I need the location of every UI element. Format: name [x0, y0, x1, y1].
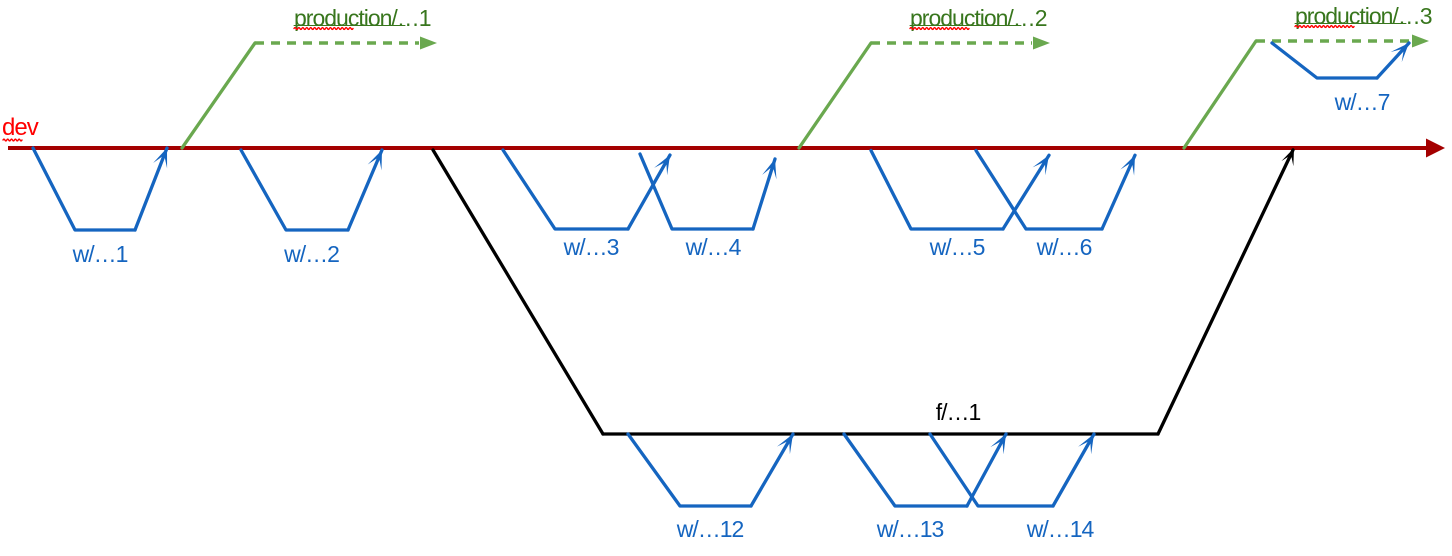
svg-text:w/…14: w/…14 — [1026, 516, 1095, 542]
svg-text:w/…6: w/…6 — [1036, 234, 1092, 260]
svg-text:w/…1: w/…1 — [72, 241, 128, 267]
svg-text:w/…3: w/…3 — [563, 234, 619, 260]
svg-text:w/…2: w/…2 — [283, 241, 339, 267]
svg-text:f/…1: f/…1 — [936, 399, 981, 425]
svg-text:w/…4: w/…4 — [685, 234, 742, 260]
svg-text:dev: dev — [2, 114, 39, 141]
svg-text:w/…5: w/…5 — [929, 234, 985, 260]
svg-text:w/…13: w/…13 — [876, 516, 944, 542]
svg-text:w/…7: w/…7 — [1334, 89, 1390, 115]
svg-text:w/…12: w/…12 — [676, 516, 744, 542]
